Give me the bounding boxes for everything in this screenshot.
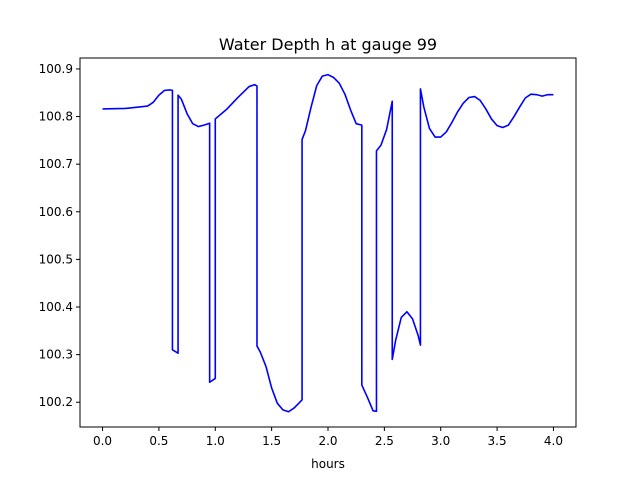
y-tick-label: 100.4: [39, 300, 73, 314]
x-axis-label: hours: [311, 457, 345, 471]
plot-area: [102, 73, 554, 413]
x-tick-label: 0.5: [149, 434, 168, 448]
y-tick-label: 100.7: [39, 157, 73, 171]
x-tick-label: 1.0: [206, 434, 225, 448]
x-tick-label: 3.5: [488, 434, 507, 448]
axes-frame: [79, 57, 577, 428]
y-tick-label: 100.3: [39, 348, 73, 362]
y-tick-label: 100.5: [39, 252, 73, 266]
y-tick-label: 100.9: [39, 62, 73, 76]
y-tick-label: 100.6: [39, 205, 73, 219]
x-tick-label: 3.0: [431, 434, 450, 448]
x-tick-label: 4.0: [544, 434, 563, 448]
y-tick-label: 100.8: [39, 110, 73, 124]
y-tick-label: 100.2: [39, 395, 73, 409]
series-line-0: [102, 73, 554, 413]
x-tick-label: 0.0: [93, 434, 112, 448]
chart-title: Water Depth h at gauge 99: [219, 35, 437, 54]
x-tick-label: 1.5: [262, 434, 281, 448]
x-tick-label: 2.5: [375, 434, 394, 448]
x-tick-label: 2.0: [318, 434, 337, 448]
ticks: 0.0 0.5 1.0 1.5 2.0 2.5 3.0 3.5 4.0 100.2 100.3 100…: [39, 62, 563, 448]
